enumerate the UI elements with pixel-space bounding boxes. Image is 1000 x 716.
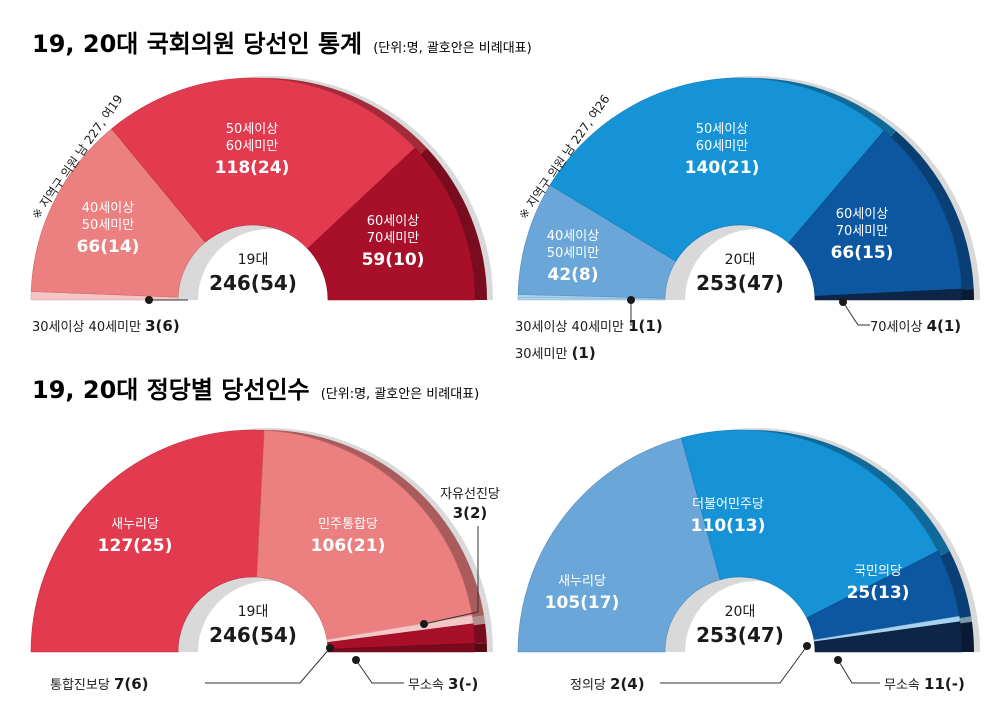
party19-leader-dot-2 [420, 620, 428, 628]
age19-slice-name-2: 40세이상 [82, 201, 134, 216]
party20-slice-1 [681, 429, 939, 619]
age19-slice-value-4: 59(10) [362, 250, 425, 270]
party20-center-label: 20대 [725, 604, 756, 620]
party19-slice-callout-4: 무소속 3(-) [408, 675, 478, 693]
party20-leader-dot-4 [834, 656, 842, 664]
age20-center-label: 20대 [725, 252, 756, 268]
party20-slice-name-2: 국민의당 [854, 564, 902, 579]
age19-center-value: 246(54) [209, 271, 297, 295]
section1-title: 19, 20대 국회의원 당선인 통계 (단위:명, 괄호안은 비례대표) [32, 30, 532, 58]
age19-slice-name-4: 70세미만 [367, 231, 419, 246]
age20-slice-value-2: 42(8) [547, 265, 598, 285]
party19-center-value: 246(54) [209, 623, 297, 647]
party20-slice-value-2: 25(13) [847, 583, 910, 603]
party20-leader-4 [837, 659, 880, 684]
party19-chart: 19대 246(54) 새누리당 127(25) 민주통합당 106(21) 자유선진당 3(… [30, 428, 500, 693]
party20-slice-callout-4: 무소속 11(-) [884, 675, 965, 693]
party20-leader-3 [660, 645, 808, 684]
age19-slice-3 [111, 77, 416, 250]
party20-slice-0 [517, 437, 721, 653]
party19-slice-name-2: 자유선진당 [440, 487, 500, 502]
age20-slice-callout-5: 70세이상 4(1) [870, 317, 961, 335]
party19-slice-name-0: 새누리당 [111, 517, 159, 532]
age19-slice-value-3: 118(24) [215, 158, 290, 178]
party19-center-label: 19대 [238, 604, 269, 620]
age20-slice-name-4: 60세이상 [836, 207, 888, 222]
age20-slice-value-3: 140(21) [685, 158, 760, 178]
age20-leader-5 [842, 301, 870, 326]
age19-slice-name-3: 50세이상 [226, 122, 278, 137]
party19-leader-dot-4 [352, 656, 360, 664]
age20-slice-name-2: 50세미만 [547, 246, 599, 261]
party20-center-value: 253(47) [696, 623, 784, 647]
age20-slice-value-4: 66(15) [831, 243, 894, 263]
age20-slice-name-3: 50세이상 [696, 122, 748, 137]
party20-chart: 20대 253(47) 새누리당 105(17) 더불어민주당 110(13) 국민의당 25… [517, 428, 980, 693]
age19-slice-callout-1: 30세이상 40세미만 3(6) [32, 317, 180, 335]
party19-slice-1 [256, 429, 473, 640]
party19-slice-value-2: 3(2) [453, 504, 488, 522]
age19-center-label: 19대 [238, 252, 269, 268]
party19-slice-name-1: 민주통합당 [318, 517, 378, 532]
party20-slice-callout-3: 정의당 2(4) [570, 675, 645, 693]
age19-slice-2 [30, 128, 206, 298]
party20-slice-name-1: 더불어민주당 [692, 497, 764, 512]
party20-slice-value-1: 110(13) [691, 516, 766, 536]
age20-center-value: 253(47) [696, 271, 784, 295]
age19-slice-name-3: 60세미만 [226, 139, 278, 154]
age20-slice-4 [788, 130, 963, 297]
age20-leader-dot-1 [627, 296, 635, 304]
age19-slice-name-4: 60세이상 [367, 214, 419, 229]
age20-slice-callout-1: 30세이상 40세미만 1(1) [515, 317, 663, 335]
age20-slice-5 [814, 288, 963, 301]
age19-slice-name-2: 50세미만 [82, 218, 134, 233]
age19-slice-value-2: 66(14) [77, 237, 140, 257]
age19-leader-dot-1 [145, 296, 153, 304]
age19-slice-4 [307, 147, 476, 301]
age20-slice-name-4: 70세미만 [836, 224, 888, 239]
party20-slice-value-0: 105(17) [545, 593, 620, 613]
section2-title: 19, 20대 정당별 당선인수 (단위:명, 괄호안은 비례대표) [32, 376, 479, 404]
party20-leader-dot-3 [803, 642, 811, 650]
party19-leader-3 [205, 647, 331, 684]
age20-leader-dot-5 [839, 298, 847, 306]
party19-leader-4 [355, 659, 404, 684]
party20-slice-name-0: 새누리당 [558, 574, 606, 589]
age20-slice-3 [549, 77, 885, 262]
party19-leader-2 [423, 526, 479, 625]
age20-slice-name-3: 60세미만 [696, 139, 748, 154]
party19-slice-value-1: 106(21) [311, 536, 386, 556]
party19-slice-callout-3: 통합진보당 7(6) [50, 675, 149, 693]
age20-slice-callout-0: 30세미만 (1) [515, 344, 596, 362]
party19-leader-dot-3 [326, 644, 334, 652]
party19-slice-0 [30, 429, 265, 653]
age20-slice-name-2: 40세이상 [547, 229, 599, 244]
party20-slice-4 [813, 621, 963, 653]
party19-slice-value-0: 127(25) [98, 536, 173, 556]
